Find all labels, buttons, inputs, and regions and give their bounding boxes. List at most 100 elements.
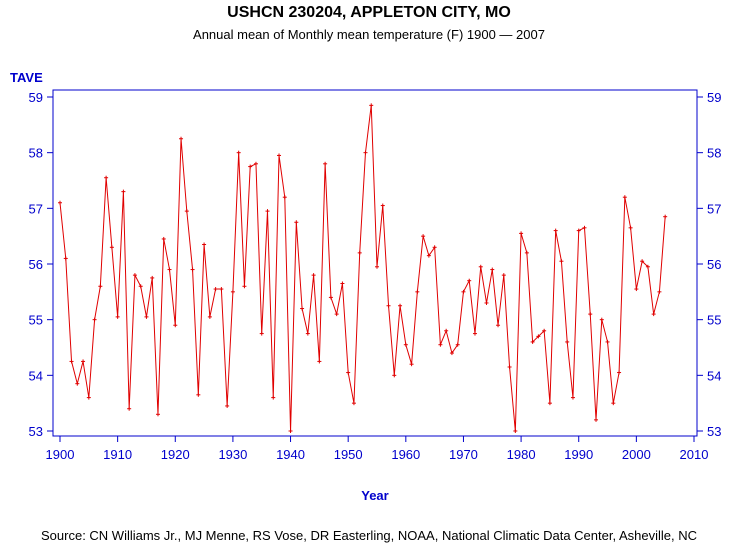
data-point: [351, 401, 356, 406]
x-tick-label: 2010: [680, 447, 709, 462]
y-axis-title: TAVE: [10, 70, 43, 85]
data-point: [380, 203, 385, 208]
data-point: [190, 267, 195, 272]
data-point: [519, 231, 524, 236]
data-point: [115, 314, 120, 319]
data-point: [288, 429, 293, 433]
x-tick-label: 1910: [103, 447, 132, 462]
plot-frame: [52, 89, 698, 437]
data-point: [253, 161, 258, 166]
data-point: [144, 314, 149, 319]
data-point: [409, 362, 414, 367]
data-point: [403, 342, 408, 347]
data-point: [628, 225, 633, 230]
data-point: [369, 103, 374, 108]
data-point: [138, 284, 143, 289]
data-point: [490, 267, 495, 272]
data-point: [265, 209, 270, 214]
data-point: [127, 406, 132, 411]
y-tick-label-right: 58: [707, 146, 721, 161]
data-point: [132, 273, 137, 278]
data-point: [334, 312, 339, 317]
data-point: [461, 289, 466, 294]
data-point: [300, 306, 305, 311]
data-point: [305, 331, 310, 336]
data-point: [570, 395, 575, 400]
y-tick-label-left: 57: [29, 201, 43, 216]
y-tick-label-left: 55: [29, 313, 43, 328]
y-tick-label-right: 53: [707, 424, 721, 439]
series-line-tave: [59, 105, 666, 432]
data-point: [663, 214, 668, 219]
y-tick-label-left: 53: [29, 424, 43, 439]
x-tick-label: 1980: [507, 447, 536, 462]
y-tick-label-right: 55: [707, 313, 721, 328]
data-point: [225, 403, 230, 408]
x-tick-label: 1960: [391, 447, 420, 462]
data-point: [524, 250, 529, 255]
data-point: [259, 331, 264, 336]
axes: 1900 1910 1920 1930 1940 1950 1960 1970 1980 1990…: [29, 90, 722, 462]
data-point: [155, 412, 160, 417]
data-point: [449, 351, 454, 356]
x-tick-label: 2000: [622, 447, 651, 462]
data-point: [559, 259, 564, 264]
x-tick-label: 1940: [276, 447, 305, 462]
series-layer: [58, 103, 668, 433]
data-point: [605, 339, 610, 344]
data-point: [196, 392, 201, 397]
data-point: [622, 195, 627, 200]
data-point: [484, 300, 489, 305]
data-point: [317, 359, 322, 364]
data-point: [375, 264, 379, 269]
chart-subtitle: Annual mean of Monthly mean temperature …: [193, 27, 545, 42]
data-point: [398, 303, 403, 308]
y-tick-label-left: 58: [29, 146, 43, 161]
data-point: [179, 136, 184, 141]
data-point: [69, 359, 74, 364]
data-point: [392, 373, 397, 378]
data-point: [536, 334, 541, 339]
x-tick-label: 1970: [449, 447, 478, 462]
data-point: [86, 395, 91, 400]
data-point: [311, 273, 316, 278]
y-tick-label-right: 57: [707, 201, 721, 216]
data-point: [513, 429, 518, 433]
data-point: [657, 289, 662, 294]
data-point: [467, 278, 472, 283]
data-point: [501, 273, 506, 278]
x-tick-label: 1950: [334, 447, 363, 462]
data-point: [213, 287, 218, 292]
data-point: [651, 312, 656, 317]
data-point: [248, 164, 253, 169]
data-point: [236, 150, 241, 155]
data-point: [426, 253, 431, 258]
data-point: [415, 289, 420, 294]
chart-title: USHCN 230204, APPLETON CITY, MO: [227, 4, 511, 21]
y-tick-label-right: 54: [707, 368, 721, 383]
data-point: [346, 370, 351, 375]
data-point: [478, 264, 483, 269]
y-tick-label-right: 56: [707, 257, 721, 272]
data-point: [640, 259, 645, 264]
data-point: [294, 220, 299, 225]
data-point: [150, 275, 155, 280]
y-tick-label-left: 59: [29, 90, 43, 105]
data-point: [455, 342, 460, 347]
data-point: [161, 236, 166, 241]
data-point: [104, 175, 109, 180]
data-point: [634, 287, 639, 292]
x-tick-label: 1900: [46, 447, 75, 462]
x-tick-label: 1930: [218, 447, 247, 462]
data-point: [530, 339, 535, 344]
data-point: [282, 195, 287, 200]
data-point: [357, 250, 362, 255]
data-point: [444, 328, 449, 333]
data-point: [438, 342, 443, 347]
data-point: [219, 287, 224, 292]
data-point: [121, 189, 126, 194]
data-point: [599, 317, 604, 322]
data-point: [594, 417, 599, 422]
data-point: [565, 339, 570, 344]
